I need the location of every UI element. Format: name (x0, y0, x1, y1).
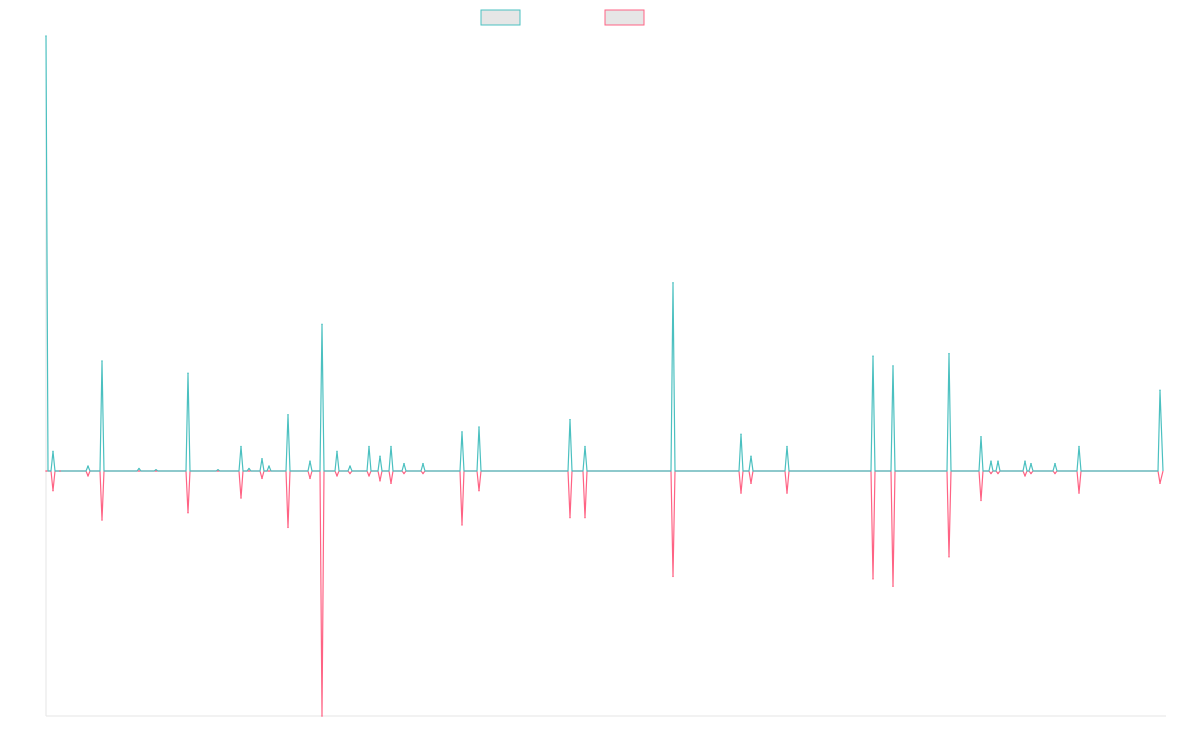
series-1-point-0 (45, 35, 47, 37)
series-2-point-32 (892, 585, 894, 587)
series-2-point-6 (155, 470, 157, 472)
series-2-point-30 (786, 492, 788, 494)
series-1-point-14 (309, 460, 311, 463)
series-1-point-35 (990, 460, 992, 463)
series-1-point-41 (1159, 389, 1161, 392)
series-2-point-10 (248, 470, 250, 472)
series-1-point-26 (584, 445, 586, 448)
series-2-point-21 (403, 472, 405, 475)
series-2-point-28 (740, 492, 742, 494)
series-1-point-20 (390, 445, 392, 448)
series-2-point-29 (750, 482, 752, 485)
series-2-point-4 (101, 519, 103, 521)
series-2-point-7 (187, 511, 189, 514)
series-2-point-12 (268, 470, 270, 472)
series-2-line (46, 470, 1164, 717)
series-2-point-15 (321, 715, 323, 717)
series-1-point-12 (268, 465, 270, 467)
series-1-point-15 (321, 323, 323, 326)
series-1-point-23 (461, 431, 463, 433)
series-1-point-8 (217, 468, 219, 471)
series-1-point-3 (87, 465, 89, 467)
series-2-point-16 (336, 475, 338, 477)
series-1-point-37 (1024, 460, 1026, 463)
series-1-point-27 (672, 282, 674, 284)
series-2-point-39 (1054, 472, 1056, 475)
series-2-point-35 (990, 472, 992, 475)
series-1-point-40 (1078, 445, 1080, 448)
series-1-point-38 (1030, 462, 1032, 465)
series-1-point-22 (422, 462, 424, 465)
series-1-point-32 (892, 365, 894, 367)
series-2-point-0 (45, 470, 47, 472)
series-2-point-2 (59, 470, 61, 472)
series-1-point-39 (1054, 462, 1056, 465)
series-2-point-8 (217, 470, 219, 472)
series-2-point-23 (461, 524, 463, 526)
legend-swatch-1[interactable] (480, 9, 521, 26)
legend (480, 9, 645, 26)
series-1-point-7 (187, 372, 189, 375)
series-2-point-17 (349, 472, 351, 475)
series-1-point-10 (248, 467, 250, 470)
series-2-point-41 (1159, 482, 1161, 485)
series-1-point-36 (997, 460, 999, 463)
series-1-point-16 (336, 450, 338, 453)
series-2-point-27 (672, 575, 674, 578)
series-1-point-13 (287, 413, 289, 416)
series-1-point-6 (155, 468, 157, 471)
series-2-point-31 (872, 578, 874, 580)
series-1-point-9 (240, 445, 242, 448)
series-2-point-3 (87, 475, 89, 477)
series-2-point-5 (138, 470, 140, 472)
series-2-point-13 (287, 526, 289, 529)
series-2-point-37 (1024, 475, 1026, 477)
series-1-point-31 (872, 355, 874, 357)
series-2-point-38 (1030, 472, 1032, 475)
series-1-point-28 (740, 433, 742, 436)
legend-swatch-2[interactable] (604, 9, 645, 26)
series-2-point-19 (379, 480, 381, 482)
series-1-point-24 (478, 426, 480, 428)
series-1-point-5 (138, 467, 140, 470)
series-1-point-1 (52, 450, 54, 453)
series-1-point-33 (948, 352, 950, 355)
series-2-point-22 (422, 472, 424, 475)
series-1-point-29 (750, 455, 752, 458)
series-2-point-40 (1078, 492, 1080, 494)
series-1-point-17 (349, 465, 351, 467)
series-1-point-30 (786, 445, 788, 448)
series-2-point-24 (478, 489, 480, 492)
series-2-point-9 (240, 497, 242, 499)
series-1-point-11 (261, 457, 263, 460)
series-2-point-25 (569, 516, 571, 519)
axes (45, 36, 1166, 717)
series-1-point-21 (403, 462, 405, 465)
series-1-point-4 (101, 360, 103, 362)
series-2-point-18 (368, 475, 370, 477)
series-2-point-1 (52, 489, 54, 492)
series-layer (45, 35, 1164, 717)
series-1-point-25 (569, 418, 571, 421)
series-2-point-14 (309, 477, 311, 480)
series-2-point-34 (980, 499, 982, 502)
series-1-point-19 (379, 455, 381, 458)
series-1-line (45, 35, 1164, 472)
series-1-point-18 (368, 445, 370, 448)
series-2-point-20 (390, 482, 392, 485)
series-2-point-11 (261, 477, 263, 480)
series-2-point-26 (584, 516, 586, 519)
series-2-point-36 (997, 472, 999, 475)
series-1-point-34 (980, 435, 982, 438)
series-2-point-33 (948, 555, 950, 558)
